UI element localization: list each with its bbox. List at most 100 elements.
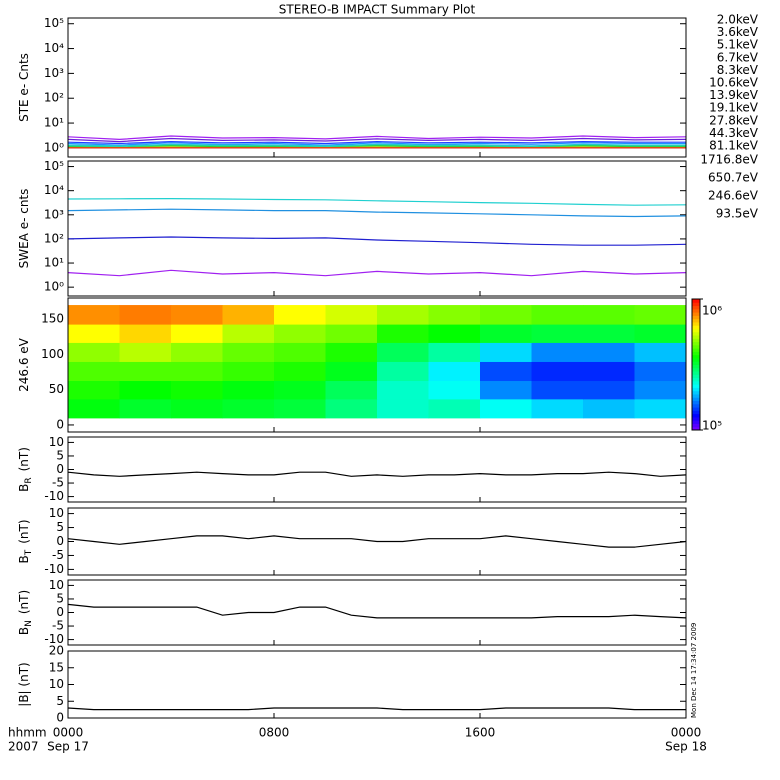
y-tick-label: -10 <box>44 489 64 503</box>
heatmap-cell <box>428 398 481 419</box>
y-tick-label: 10⁰ <box>44 280 64 294</box>
panel-frame <box>67 507 687 576</box>
heatmap-cell <box>222 305 275 325</box>
panel-frame <box>67 436 687 503</box>
panel-frame <box>67 17 687 158</box>
y-tick-label: 0 <box>56 605 64 619</box>
y-axis-label: BT (nT) <box>17 519 34 563</box>
colorbar-segment <box>692 384 700 388</box>
colorbar-segment <box>692 357 700 362</box>
y-axis-label-sub: N <box>24 620 34 627</box>
time-unit-label: hhmm <box>8 726 47 740</box>
y-tick-label: 150 <box>41 312 64 326</box>
legend-label: 650.7eV <box>708 171 759 185</box>
colorbar-segment <box>692 305 700 310</box>
y-axis-label-unit: (nT) <box>17 519 31 543</box>
y-tick-label: -5 <box>52 548 64 562</box>
heatmap-cell <box>531 380 584 400</box>
heatmap-cell <box>634 380 687 400</box>
colorbar-segment <box>692 407 700 411</box>
y-axis-label-main: STE e- Cnts <box>17 53 31 122</box>
legend-label: 1716.8eV <box>700 153 758 167</box>
y-tick-label: -5 <box>52 619 64 633</box>
y-tick-label: 10³ <box>44 66 64 80</box>
colorbar-segment <box>692 315 700 320</box>
heatmap-cell <box>68 305 120 325</box>
series-line <box>67 135 687 141</box>
colorbar-segment <box>692 338 700 343</box>
series-line <box>67 208 687 218</box>
colorbar-segment <box>692 341 700 346</box>
colorbar-segment <box>692 397 700 402</box>
y-tick-label: 0 <box>56 462 64 476</box>
heatmap-cell <box>171 324 223 343</box>
y-tick-label: 0 <box>56 534 64 548</box>
y-axis-label-unit: (nT) <box>17 590 31 614</box>
colorbar-segment <box>692 348 700 352</box>
y-tick-label: 10¹ <box>44 256 64 270</box>
y-tick-label: 5 <box>56 591 64 605</box>
heatmap-cell <box>634 342 687 362</box>
heatmap-cell <box>634 305 687 325</box>
heatmap-cell <box>583 342 635 362</box>
y-axis-label-unit: (nT) <box>17 447 31 471</box>
colorbar-segment <box>692 302 700 307</box>
heatmap-cell <box>531 398 584 419</box>
heatmap-cell <box>119 305 172 325</box>
colorbar-segment <box>692 328 700 333</box>
heatmap-cell <box>480 398 532 419</box>
legend-label: 246.6eV <box>708 189 759 203</box>
series-line <box>68 146 686 149</box>
y-axis-label-sub: R <box>24 477 34 483</box>
heatmap-cell <box>171 380 223 400</box>
series-line <box>67 140 686 145</box>
legend-label: 2.0keV <box>717 13 759 27</box>
timestamp: Mon Dec 14 17:34:07 2009 <box>690 623 698 718</box>
y-axis-label: SWEA e- cnts <box>17 189 31 269</box>
y-tick-label: -5 <box>52 476 64 490</box>
legend-label: 5.1keV <box>717 38 759 52</box>
y-tick-label: 10⁵ <box>44 159 64 173</box>
colorbar-segment <box>692 416 700 421</box>
y-tick-label: 0 <box>56 711 64 725</box>
y-tick-label: 10 <box>49 677 64 691</box>
y-axis-label: STE e- Cnts <box>17 53 31 122</box>
x-tick-label: 0800 <box>259 726 290 740</box>
colorbar-segment <box>692 299 700 303</box>
heatmap-cell <box>428 361 481 382</box>
panel-frame <box>67 160 687 297</box>
legend-label: 19.1keV <box>709 101 759 115</box>
colorbar-segment <box>692 377 700 382</box>
legend-label: 13.9keV <box>709 88 759 102</box>
heatmap-cell <box>325 324 378 343</box>
heatmap-cell <box>325 398 378 419</box>
colorbar-segment <box>692 344 700 349</box>
colorbar-segment <box>692 410 700 415</box>
heatmap-cell <box>377 324 429 343</box>
y-tick-label: 50 <box>49 382 64 396</box>
heatmap-cell <box>325 342 378 362</box>
y-tick-label: 5 <box>56 520 64 534</box>
panel-frame <box>67 297 687 433</box>
heatmap-cell <box>583 380 635 400</box>
colorbar-segment <box>692 331 700 336</box>
colorbar-segment <box>692 390 700 395</box>
colorbar-segment <box>692 380 700 385</box>
colorbar-segment <box>692 400 700 405</box>
chart-title: STEREO-B IMPACT Summary Plot <box>279 3 476 17</box>
heatmap-cell <box>428 324 481 343</box>
heatmap-cell <box>377 305 429 325</box>
heatmap-cell <box>222 380 275 400</box>
heatmap-cell <box>119 398 172 419</box>
legend-label: 93.5eV <box>716 207 759 221</box>
heatmap-cell <box>377 361 429 382</box>
legend-label: 8.3keV <box>717 63 759 77</box>
heatmap-cell <box>171 398 223 419</box>
colorbar-segment <box>692 351 700 356</box>
y-axis-label-main: |B| (nT) <box>17 662 31 706</box>
y-tick-label: 0 <box>56 417 64 431</box>
heatmap-cell <box>583 305 635 325</box>
heatmap-cell <box>119 380 172 400</box>
heatmap-cell <box>171 361 223 382</box>
